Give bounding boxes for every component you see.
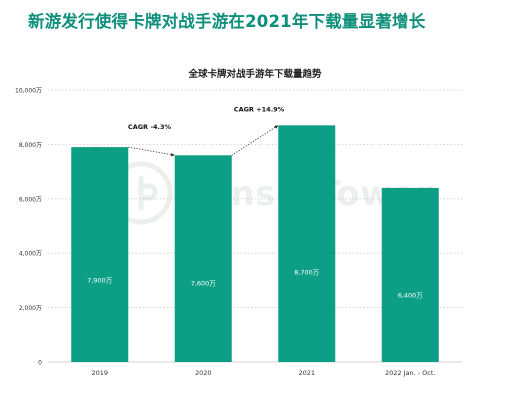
y-tick-label: 4,000万 — [19, 251, 42, 258]
bar — [278, 125, 336, 362]
y-tick-label: 2,000万 — [19, 305, 42, 312]
arrowhead-icon — [274, 125, 279, 129]
bar-value-label: 6,400万 — [398, 292, 424, 300]
cagr-connector — [231, 125, 279, 156]
y-tick-label: 8,000万 — [19, 142, 42, 149]
chart-title: 全球卡牌对战手游年下载量趋势 — [187, 68, 322, 80]
cagr-label: CAGR -4.3% — [128, 123, 172, 131]
x-tick-label: 2021 — [298, 369, 315, 377]
y-tick-label: 0 — [38, 360, 42, 367]
cagr-connector — [128, 146, 175, 156]
cagr-label: CAGR +14.9% — [234, 105, 285, 113]
arrowhead-icon — [170, 152, 175, 157]
y-tick-label: 10,000万 — [15, 88, 42, 95]
bar-value-label: 8,700万 — [294, 268, 320, 276]
bar-value-label: 7,900万 — [87, 276, 113, 284]
y-tick-label: 6,000万 — [19, 196, 42, 203]
x-tick-label: 2019 — [91, 369, 108, 377]
headline: 新游发行使得卡牌对战手游在2021年下载量显著增长 — [28, 12, 426, 31]
x-tick-label: 2022 Jan. - Oct. — [385, 369, 435, 377]
bar — [174, 155, 232, 362]
bar-value-label: 7,600万 — [191, 280, 217, 288]
bar — [381, 187, 439, 362]
bar — [71, 147, 129, 362]
x-tick-label: 2020 — [195, 369, 212, 377]
